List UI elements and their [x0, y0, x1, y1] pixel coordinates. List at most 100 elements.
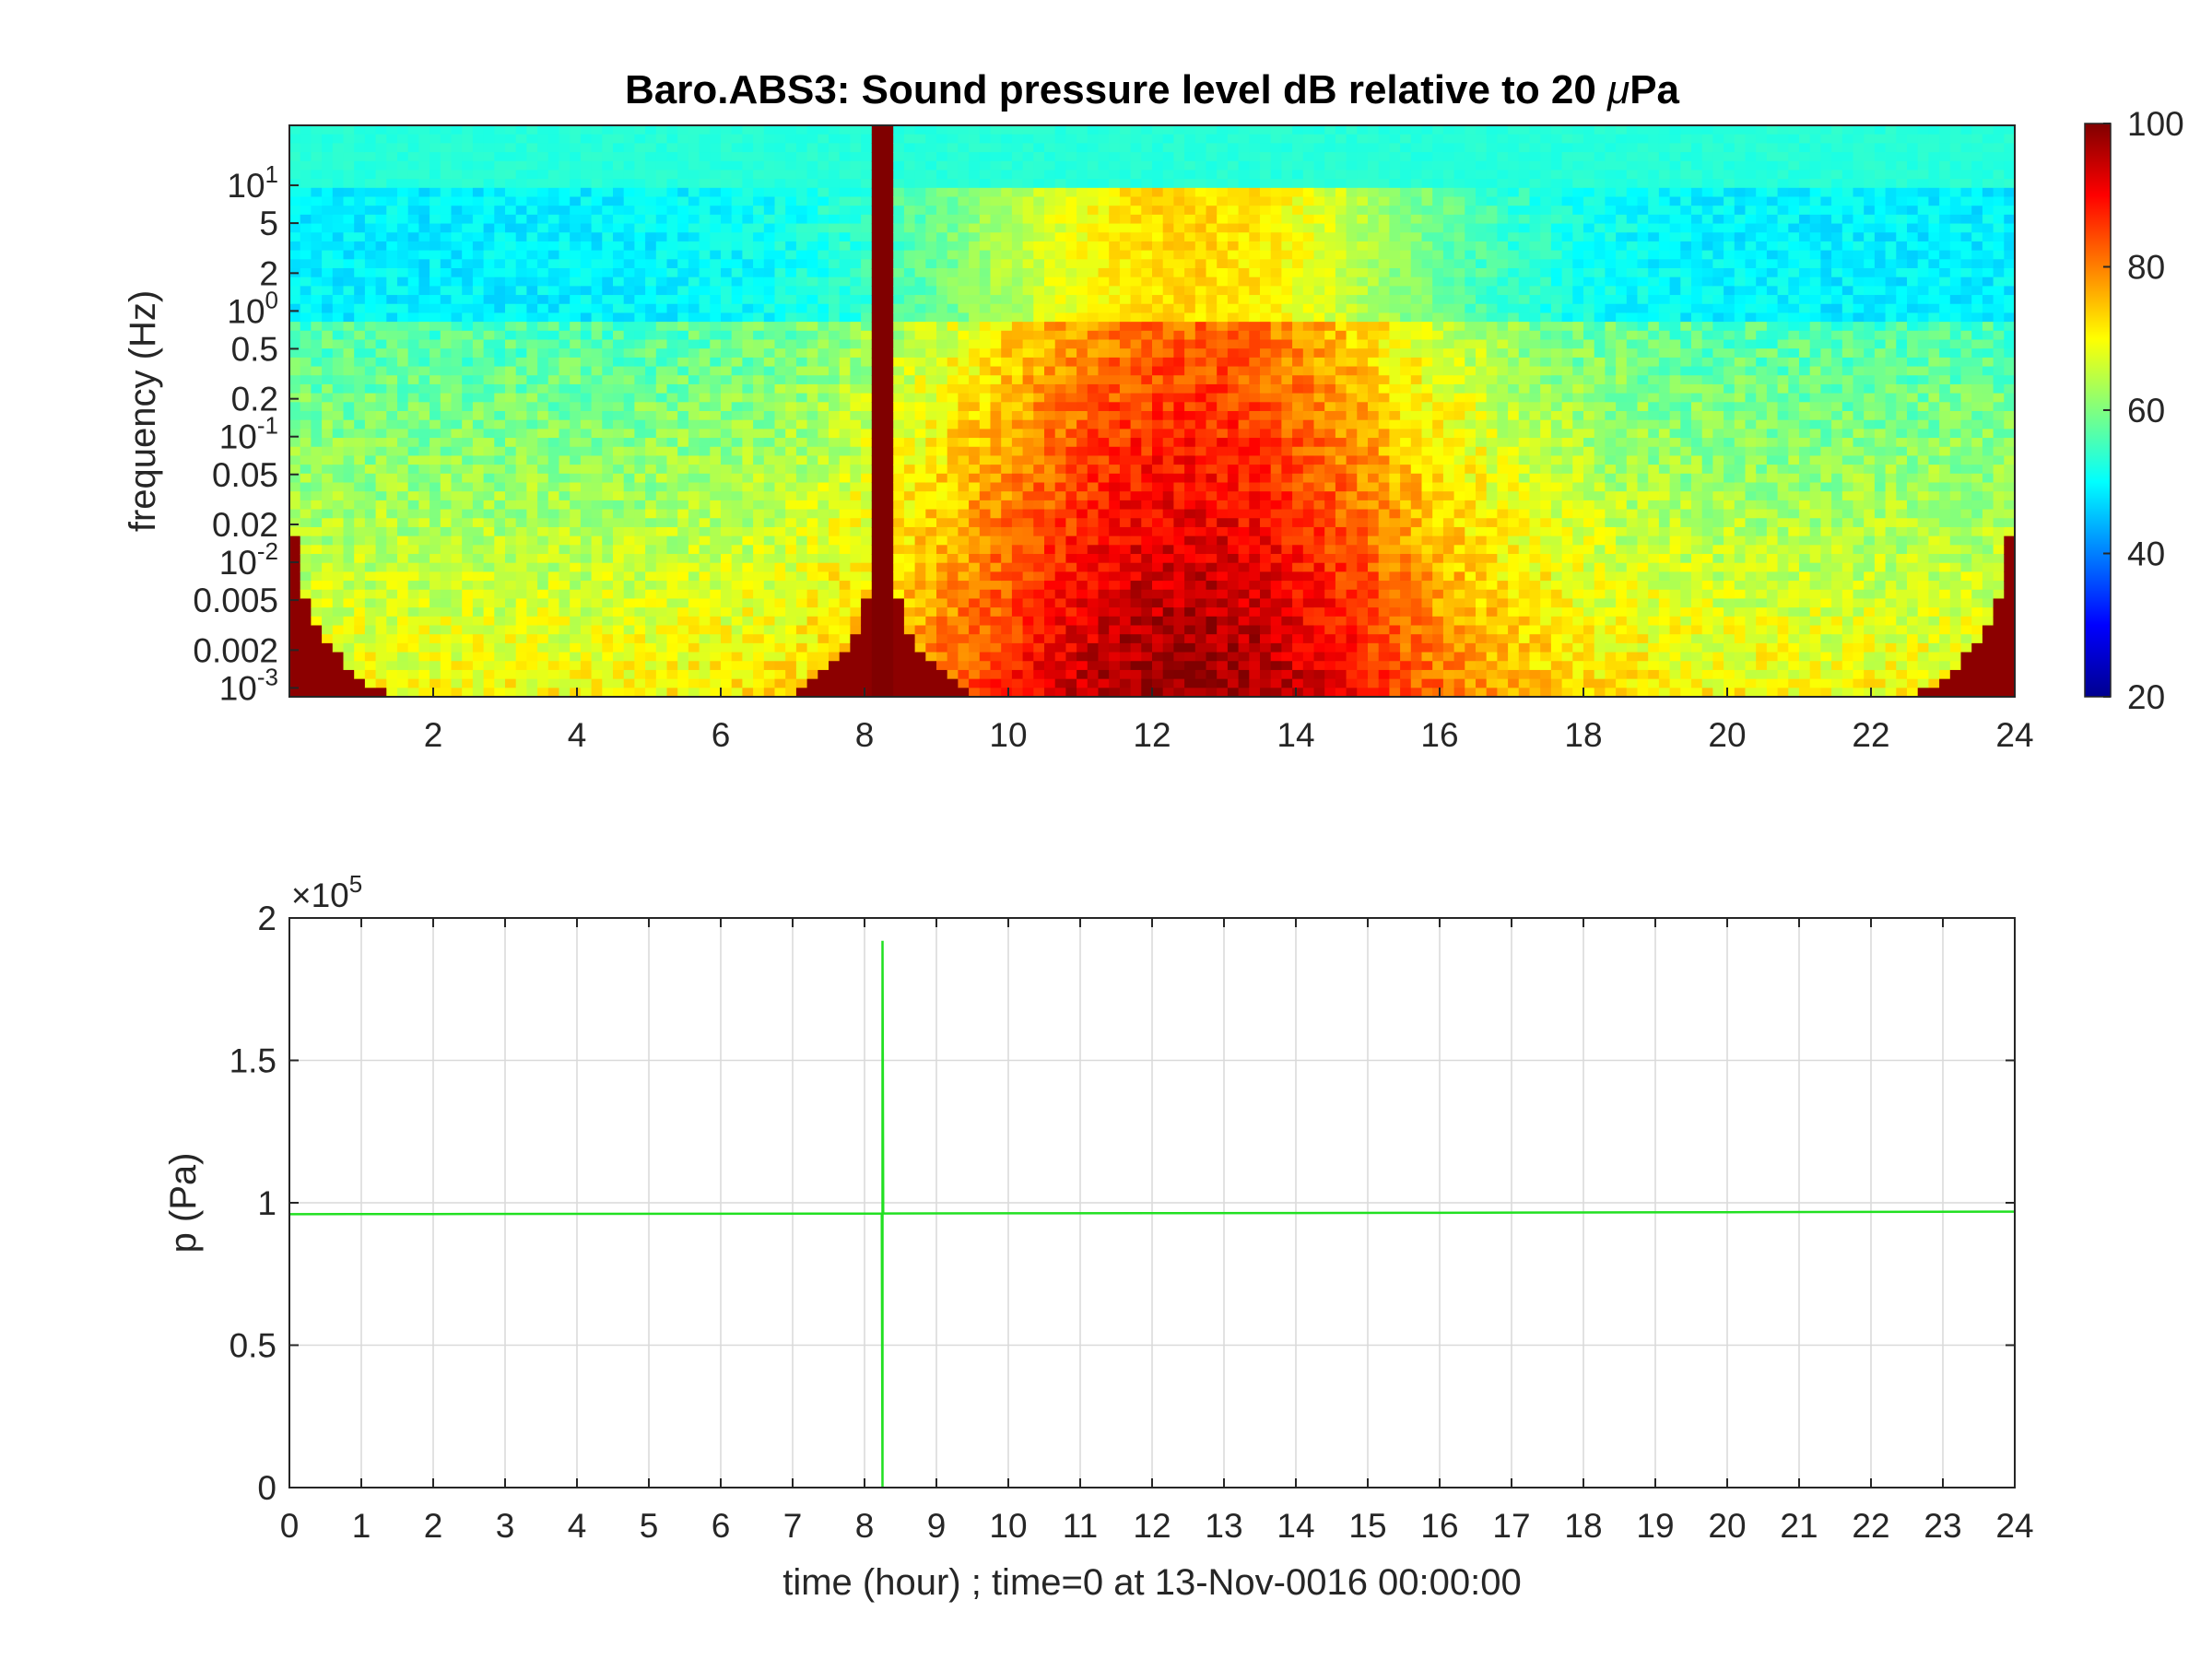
spectrogram-cell — [1065, 411, 1077, 421]
spectrogram-cell — [1109, 411, 1121, 421]
spectrogram-cell — [602, 286, 614, 296]
spectrogram-cell — [958, 125, 970, 135]
spectrogram-cell — [893, 187, 905, 198]
spectrogram-cell — [559, 232, 571, 242]
spectrogram-cell — [1087, 634, 1100, 644]
spectrogram-cell — [742, 607, 754, 618]
spectrogram-cell — [547, 330, 560, 341]
spectrogram-cell — [871, 518, 884, 528]
spectrogram-cell — [634, 554, 646, 564]
spectrogram-cell — [591, 295, 603, 305]
spectrogram-cell — [731, 500, 743, 511]
spectrogram-cell — [580, 196, 593, 206]
spectrogram-cell — [1033, 179, 1045, 189]
spectrogram-cell — [979, 669, 992, 680]
spectrogram-cell — [947, 455, 959, 465]
spectrogram-cell — [289, 545, 301, 555]
spectrogram-cell — [645, 562, 657, 572]
spectrogram-cell — [677, 652, 689, 662]
spectrogram-cell — [742, 125, 754, 135]
spectrogram-cell — [753, 250, 765, 260]
spectrogram-cell — [699, 419, 711, 429]
spectrogram-cell — [418, 669, 430, 680]
spectrogram-cell — [763, 295, 776, 305]
spectrogram-cell — [753, 616, 765, 627]
spectrogram-cell — [591, 179, 603, 189]
spectrogram-cell — [688, 500, 700, 511]
spectrogram-cell — [731, 419, 743, 429]
spectrogram-cell — [839, 473, 851, 484]
spectrogram-cell — [559, 509, 571, 519]
spectrogram-cell — [882, 143, 894, 153]
spectrogram-cell — [947, 232, 959, 242]
spectrogram-cell — [332, 545, 345, 555]
spectrogram-cell — [332, 571, 345, 582]
spectrogram-cell — [494, 661, 506, 671]
spectrogram-cell — [763, 482, 776, 492]
spectrogram-cell — [645, 589, 657, 600]
spectrogram-cell — [882, 491, 894, 501]
spectrogram-cell — [451, 607, 463, 618]
spectrogram-cell — [397, 366, 409, 376]
spectrogram-cell — [774, 598, 786, 608]
spectrogram-cell — [1065, 465, 1077, 475]
spectrogram-cell — [289, 312, 301, 323]
spectrogram-cell — [602, 393, 614, 403]
spectrogram-cell — [418, 678, 430, 688]
spectrogram-cell — [570, 348, 582, 359]
spectrogram-cell — [979, 554, 992, 564]
spectrogram-cell — [1109, 187, 1121, 198]
spectrogram-cell — [645, 616, 657, 627]
spectrogram-cell — [969, 446, 981, 457]
spectrogram-cell — [936, 518, 948, 528]
spectrogram-cell — [1077, 598, 1088, 608]
spectrogram-cell — [742, 268, 754, 278]
spectrogram-cell — [623, 366, 635, 376]
spectrogram-cell — [1044, 214, 1056, 225]
spectrogram-cell — [763, 179, 776, 189]
spectrogram-cell — [699, 465, 711, 475]
spectrogram-cell — [1098, 554, 1110, 564]
spectrogram-cell — [969, 348, 981, 359]
spectrogram-cell — [936, 535, 948, 546]
spectrogram-cell — [289, 554, 301, 564]
spectrogram-cell — [958, 669, 970, 680]
spectrogram-cell — [850, 366, 862, 376]
spectrogram-cell — [407, 571, 419, 582]
spectrogram-cell — [979, 286, 992, 296]
spectrogram-cell — [655, 554, 668, 564]
spectrogram-cell — [613, 152, 625, 162]
spectrogram-cell — [440, 562, 453, 572]
spectrogram-cell — [1054, 652, 1066, 662]
spectrogram-cell — [839, 152, 851, 162]
spectrogram-cell — [418, 206, 430, 216]
spectrogram-cell — [699, 661, 711, 671]
spectrogram-cell — [407, 535, 419, 546]
spectrogram-cell — [547, 366, 560, 376]
spectrogram-cell — [871, 411, 884, 421]
spectrogram-cell — [914, 554, 926, 564]
spectrogram-cell — [418, 688, 430, 698]
spectrogram-cell — [343, 491, 355, 501]
spectrogram-cell — [397, 509, 409, 519]
spectrogram-cell — [1044, 607, 1056, 618]
spectrogram-cell — [655, 276, 668, 287]
spectrogram-cell — [1119, 678, 1132, 688]
spectrogram-cell — [979, 348, 992, 359]
spectrogram-cell — [753, 357, 765, 368]
spectrogram-cell — [677, 250, 689, 260]
spectrogram-cell — [375, 455, 387, 465]
spectrogram-cell — [322, 526, 334, 537]
spectrogram-cell — [343, 419, 355, 429]
spectrogram-cell — [547, 339, 560, 349]
spectrogram-cell — [1065, 634, 1077, 644]
spectrogram-cell — [958, 196, 970, 206]
spectrogram-cell — [407, 214, 419, 225]
spectrogram-cell — [407, 322, 419, 332]
spectrogram-cell — [483, 312, 495, 323]
spectrogram-cell — [882, 598, 894, 608]
spectrogram-cell — [666, 500, 678, 511]
spectrogram-cell — [494, 259, 506, 269]
spectrogram-cell — [645, 652, 657, 662]
spectrogram-cell — [613, 383, 625, 394]
